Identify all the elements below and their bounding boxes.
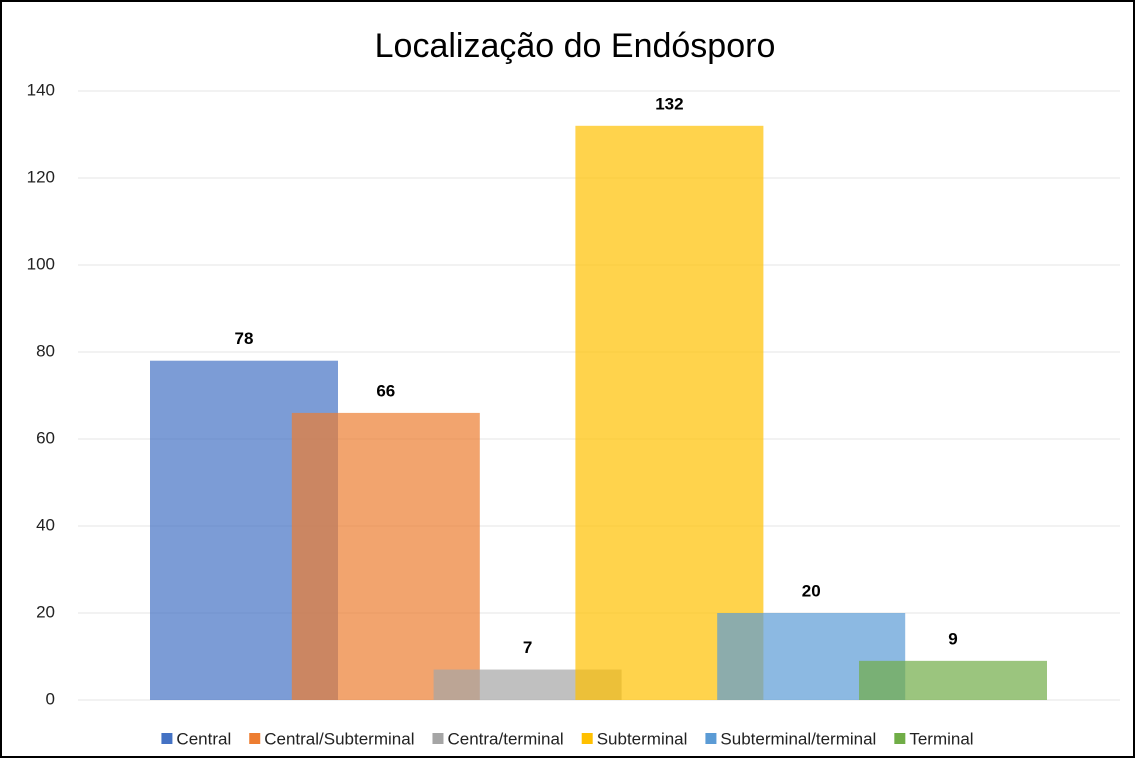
legend-swatch	[249, 733, 261, 744]
legend-swatch	[705, 733, 717, 744]
y-tick-label: 120	[27, 167, 55, 186]
legend-swatch	[432, 733, 444, 744]
chart-title: Localização do Endósporo	[375, 27, 776, 65]
value-label: 78	[235, 329, 254, 348]
y-tick-label: 40	[36, 515, 55, 534]
value-label: 20	[802, 581, 821, 600]
legend-swatch	[161, 733, 173, 744]
y-tick-label: 140	[27, 80, 55, 99]
value-label: 7	[523, 638, 532, 657]
legend-label: Subterminal/terminal	[720, 729, 876, 748]
y-tick-label: 100	[27, 254, 55, 273]
value-label: 9	[948, 629, 957, 648]
legend-label: Central/Subterminal	[264, 729, 414, 748]
legend-label: Terminal	[909, 729, 973, 748]
value-label: 66	[376, 381, 395, 400]
y-tick-label: 80	[36, 341, 55, 360]
legend-label: Central	[176, 729, 231, 748]
y-tick-label: 60	[36, 428, 55, 447]
bar	[291, 412, 480, 700]
bar	[575, 125, 764, 701]
legend-swatch	[581, 733, 593, 744]
value-label: 132	[655, 94, 683, 113]
legend-label: Centra/terminal	[447, 729, 563, 748]
y-tick-label: 0	[46, 689, 55, 708]
legend-label: Subterminal	[597, 729, 688, 748]
y-tick-label: 20	[36, 602, 55, 621]
legend-swatch	[894, 733, 906, 744]
bar	[859, 660, 1047, 700]
